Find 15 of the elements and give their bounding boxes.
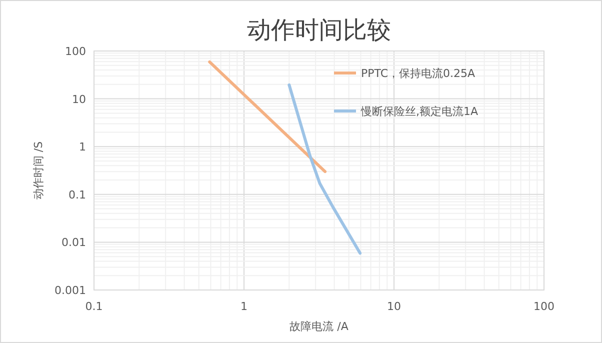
legend-label: 慢断保险丝,额定电流1A [360, 105, 478, 118]
y-tick-label: 0.01 [62, 236, 86, 250]
legend-label: PPTC，保持电流0.25A [361, 67, 476, 80]
chart-title: 动作时间比较 [247, 16, 391, 44]
x-tick-label: 0.1 [85, 300, 103, 313]
y-tick-label: 10 [72, 92, 86, 106]
y-tick-label: 0.1 [68, 188, 86, 202]
y-tick-label: 0.001 [54, 284, 86, 297]
x-tick-label: 10 [387, 300, 401, 313]
y-axis-title: 动作时间 /S [32, 141, 45, 200]
y-tick-label: 100 [65, 45, 86, 58]
y-tick-label: 1 [79, 140, 86, 154]
x-axis-title: 故障电流 /A [290, 320, 349, 333]
x-tick-label: 1 [240, 300, 248, 313]
x-tick-label: 100 [534, 300, 554, 313]
